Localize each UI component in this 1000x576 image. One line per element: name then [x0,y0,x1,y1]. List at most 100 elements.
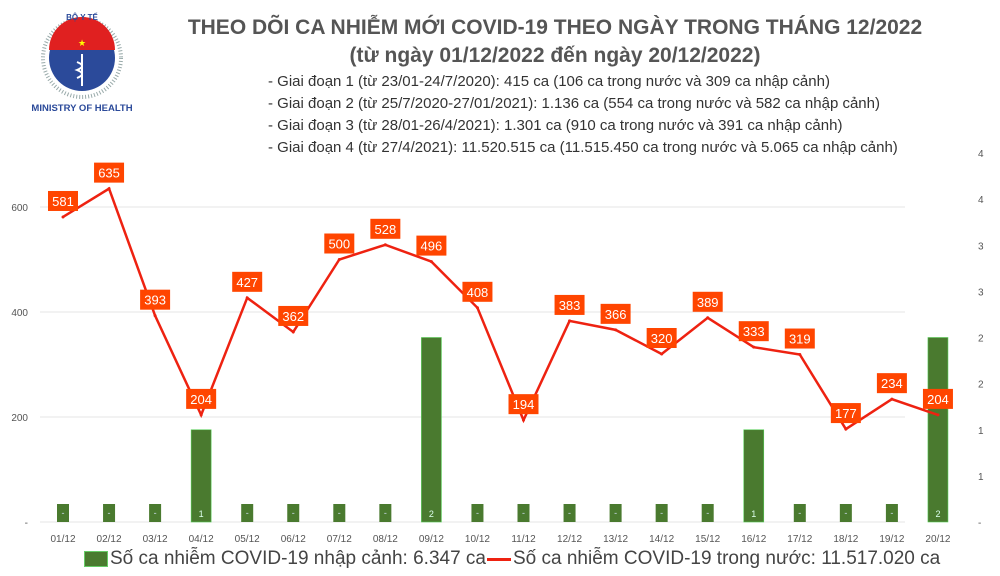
data-label: 366 [605,307,627,322]
bar-label: - [62,508,65,518]
data-label: 204 [927,392,949,407]
x-axis-tick: 05/12 [235,534,260,545]
bar [379,504,392,522]
bar-label: - [844,508,847,518]
left-axis-tick: 200 [11,413,28,424]
bar [149,504,162,522]
data-label-box [416,235,447,256]
data-label: 234 [881,376,903,391]
bar-label: - [660,508,663,518]
right-axis-tick: 1 [978,472,984,483]
bar-label: 1 [199,509,204,519]
x-axis-tick: 04/12 [189,534,214,545]
data-label-box [370,218,401,239]
line-point [706,316,710,320]
data-label-box [94,162,125,183]
bar-label: - [108,508,111,518]
line-point [798,353,802,357]
chart-subtitle: (từ ngày 01/12/2022 đến ngày 20/12/2022) [349,44,761,67]
data-label-box [232,271,263,292]
right-axis-tick: 4 [978,149,984,160]
bar [103,504,116,522]
bar-label: - [798,508,801,518]
bar-label: - [522,508,525,518]
line-point [936,413,940,417]
chart-title: THEO DÕI CA NHIỄM MỚI COVID-19 THEO NGÀY… [187,16,923,39]
bar [421,337,442,523]
stage-3: - Giai đoạn 3 (từ 28/01-26/4/2021): 1.30… [268,117,843,134]
x-axis-tick: 11/12 [511,534,536,545]
bar [885,504,898,522]
line-point [522,418,525,422]
bar-label: - [614,508,617,518]
logo-bottom-text: MINISTRY OF HEALTH [31,103,132,114]
legend-line: Số ca nhiễm COVID-19 trong nước: 11.517.… [487,548,940,570]
bar-label: 2 [935,509,940,519]
data-label: 320 [651,331,673,346]
right-axis-tick: 1 [978,426,984,437]
bar-label: - [154,508,157,518]
data-label-box [186,388,217,409]
data-label-box [48,190,78,211]
legend-bar-swatch [84,551,108,567]
data-label: 383 [559,298,581,313]
data-label: 500 [328,237,350,252]
x-axis-tick: 20/12 [925,534,950,545]
bar [563,504,576,522]
data-label: 319 [789,332,811,347]
x-axis-tick: 03/12 [143,534,168,545]
data-label-box [554,294,585,315]
data-label-box [692,291,723,312]
line-point [383,243,387,247]
data-label-box [738,321,769,342]
bar-label: - [476,508,479,518]
data-label: 194 [513,397,535,412]
x-axis-tick: 16/12 [741,534,766,545]
data-label: 393 [144,293,166,308]
data-label-box [646,328,677,348]
bar [241,504,254,522]
right-axis-tick: 4 [978,195,984,206]
logo-top-text: BỘ Y TẾ [66,12,98,22]
ministry-logo: ★ BỘ Y TẾ MINISTRY OF HEALTH [31,12,132,114]
x-axis-tick: 17/12 [787,534,812,545]
data-label-box [600,303,631,324]
data-label-box [324,233,355,254]
data-label: 427 [236,275,258,290]
bar [655,504,668,522]
line-point [844,427,848,431]
bar [743,429,765,523]
stage-1: - Giai đoạn 1 (từ 23/01-24/7/2020): 415 … [268,73,830,90]
bar [701,504,714,522]
data-label-box [140,289,171,310]
line-point [660,352,664,356]
legend-line-swatch [487,557,511,561]
data-label-box [830,403,861,424]
bar-label: - [706,508,709,518]
data-label-box [462,281,493,302]
bar [333,504,346,522]
line-point [153,314,157,318]
x-axis-tick: 02/12 [97,534,122,545]
bar-label: 2 [429,509,434,519]
left-axis-tick: 400 [11,308,28,319]
data-label: 204 [190,392,212,407]
x-axis-tick: 12/12 [557,534,582,545]
bar-label: - [890,508,893,518]
line-point [245,296,249,300]
line-point [475,306,479,310]
line-point [107,187,111,191]
x-axis-tick: 13/12 [603,534,628,545]
legend-bars: Số ca nhiễm COVID-19 nhập cảnh: 6.347 ca [84,548,486,570]
right-axis-tick: 2 [978,334,984,345]
line-point [337,258,341,261]
bar [471,504,484,522]
line-point [752,345,756,349]
data-label: 581 [52,194,74,209]
data-label: 408 [467,285,489,300]
line-point [614,328,618,332]
stage-2: - Giai đoạn 2 (từ 25/7/2020-27/01/2021):… [268,95,880,112]
x-axis-tick: 08/12 [373,534,398,545]
